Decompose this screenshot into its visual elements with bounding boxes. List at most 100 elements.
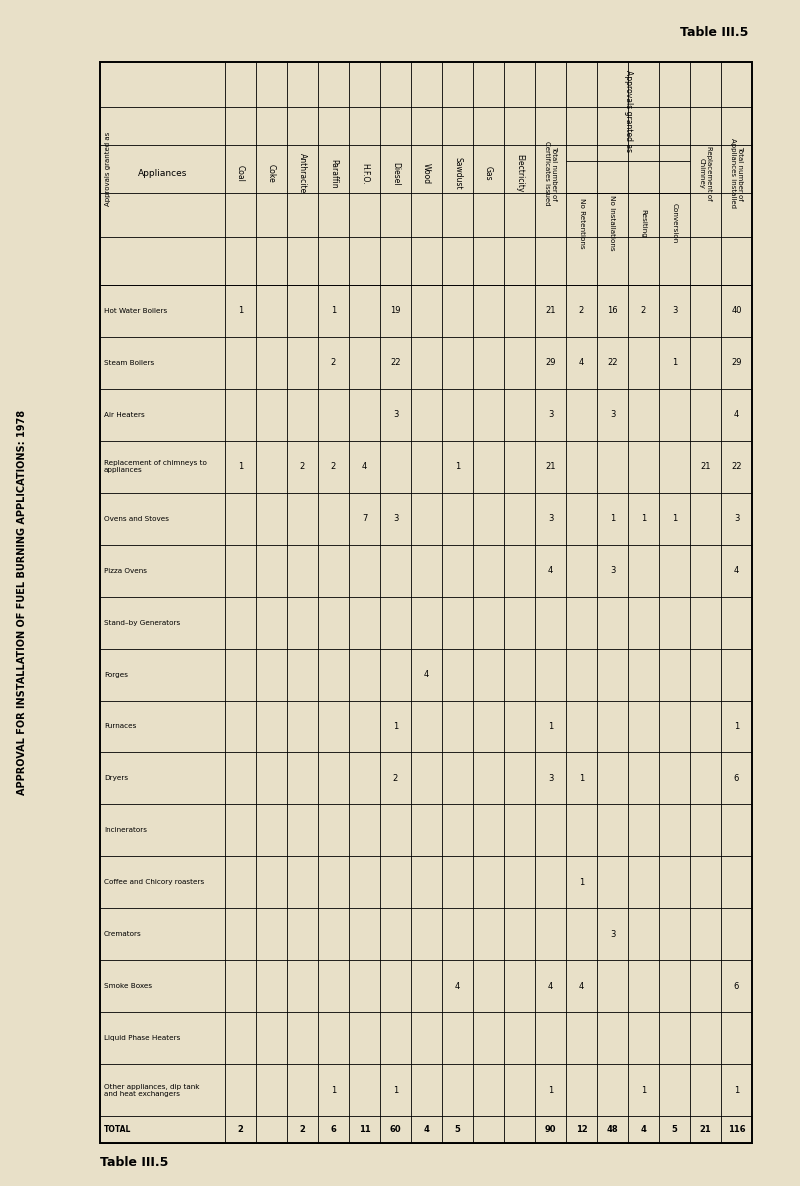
Text: Dryers: Dryers xyxy=(104,776,128,782)
Text: 4: 4 xyxy=(362,463,367,471)
Text: 1: 1 xyxy=(579,878,584,887)
Text: 3: 3 xyxy=(548,410,553,420)
Text: Air Heaters: Air Heaters xyxy=(104,412,145,417)
Text: Coffee and Chicory roasters: Coffee and Chicory roasters xyxy=(104,879,204,885)
Text: Approvals granted as: Approvals granted as xyxy=(623,70,633,153)
Text: Total number of
Appliances installed: Total number of Appliances installed xyxy=(730,139,743,209)
Text: 40: 40 xyxy=(731,306,742,315)
Text: 1: 1 xyxy=(393,1085,398,1095)
Text: Diesel: Diesel xyxy=(391,161,400,185)
Text: 2: 2 xyxy=(579,306,584,315)
Text: 3: 3 xyxy=(610,566,615,575)
Text: 2: 2 xyxy=(299,1126,306,1134)
Text: 22: 22 xyxy=(607,358,618,368)
Text: 4: 4 xyxy=(579,358,584,368)
Text: Appliances: Appliances xyxy=(138,168,187,178)
Text: Steam Boilers: Steam Boilers xyxy=(104,359,154,366)
Text: 5: 5 xyxy=(671,1126,678,1134)
Text: 90: 90 xyxy=(545,1126,556,1134)
Text: 2: 2 xyxy=(331,463,336,471)
Text: Sawdust: Sawdust xyxy=(453,158,462,190)
Text: Wood: Wood xyxy=(422,162,431,184)
Text: 2: 2 xyxy=(393,774,398,783)
Text: 60: 60 xyxy=(390,1126,402,1134)
Text: 1: 1 xyxy=(238,306,243,315)
Text: 29: 29 xyxy=(731,358,742,368)
Text: 4: 4 xyxy=(734,410,739,420)
Text: Replacement of chimneys to
appliances: Replacement of chimneys to appliances xyxy=(104,460,207,473)
Text: Coke: Coke xyxy=(267,164,276,183)
Text: 5: 5 xyxy=(454,1126,461,1134)
Text: 2: 2 xyxy=(300,463,305,471)
Text: Coal: Coal xyxy=(236,165,245,181)
Text: 16: 16 xyxy=(607,306,618,315)
Text: 3: 3 xyxy=(393,410,398,420)
Text: TOTAL: TOTAL xyxy=(104,1126,131,1134)
Text: Cremators: Cremators xyxy=(104,931,142,937)
Text: Total number of
Certificates issued: Total number of Certificates issued xyxy=(544,141,557,205)
Text: 1: 1 xyxy=(579,774,584,783)
Text: Smoke Boxes: Smoke Boxes xyxy=(104,983,152,989)
Text: 4: 4 xyxy=(579,982,584,990)
Text: Anthracite: Anthracite xyxy=(298,153,307,193)
Text: 29: 29 xyxy=(546,358,556,368)
Text: 2: 2 xyxy=(238,1126,243,1134)
Text: 6: 6 xyxy=(734,982,739,990)
Text: APPROVAL FOR INSTALLATION OF FUEL BURNING APPLICATIONS: 1978: APPROVAL FOR INSTALLATION OF FUEL BURNIN… xyxy=(17,409,27,795)
Text: 4: 4 xyxy=(548,566,553,575)
Text: 1: 1 xyxy=(641,1085,646,1095)
Text: 11: 11 xyxy=(358,1126,370,1134)
Text: 116: 116 xyxy=(728,1126,746,1134)
Text: Electricity: Electricity xyxy=(515,154,524,192)
Text: 1: 1 xyxy=(610,515,615,523)
Text: No Installations: No Installations xyxy=(610,196,615,250)
Text: 6: 6 xyxy=(734,774,739,783)
Text: 6: 6 xyxy=(330,1126,337,1134)
Text: Replacement of
Chimney: Replacement of Chimney xyxy=(699,146,712,200)
Text: 3: 3 xyxy=(672,306,677,315)
Text: 4: 4 xyxy=(641,1126,646,1134)
Text: 21: 21 xyxy=(546,463,556,471)
Text: Conversion: Conversion xyxy=(671,203,678,243)
Text: 3: 3 xyxy=(610,410,615,420)
Text: 2: 2 xyxy=(331,358,336,368)
Text: Pizza Ovens: Pizza Ovens xyxy=(104,568,147,574)
Text: 2: 2 xyxy=(641,306,646,315)
Text: 21: 21 xyxy=(700,1126,711,1134)
Text: 21: 21 xyxy=(546,306,556,315)
Text: 4: 4 xyxy=(424,670,429,680)
Text: 1: 1 xyxy=(393,722,398,731)
Text: Gas: Gas xyxy=(484,166,493,180)
Text: Furnaces: Furnaces xyxy=(104,723,136,729)
Text: Other appliances, dip tank
and heat exchangers: Other appliances, dip tank and heat exch… xyxy=(104,1084,199,1097)
Text: 3: 3 xyxy=(734,515,739,523)
Text: Approvals granted as: Approvals granted as xyxy=(105,132,111,206)
Text: Ovens and Stoves: Ovens and Stoves xyxy=(104,516,169,522)
Text: 1: 1 xyxy=(672,358,677,368)
Text: Hot Water Boilers: Hot Water Boilers xyxy=(104,308,167,314)
Text: 3: 3 xyxy=(548,515,553,523)
Text: 3: 3 xyxy=(610,930,615,938)
Text: 1: 1 xyxy=(641,515,646,523)
Text: 7: 7 xyxy=(362,515,367,523)
Text: Liquid Phase Heaters: Liquid Phase Heaters xyxy=(104,1035,180,1041)
Text: 1: 1 xyxy=(331,306,336,315)
Text: Table III.5: Table III.5 xyxy=(100,1156,168,1169)
Text: 1: 1 xyxy=(238,463,243,471)
Text: 1: 1 xyxy=(331,1085,336,1095)
Text: 1: 1 xyxy=(548,1085,553,1095)
Text: Incinerators: Incinerators xyxy=(104,828,147,834)
Text: 1: 1 xyxy=(734,1085,739,1095)
Text: No Retentions: No Retentions xyxy=(578,198,585,248)
Text: Forges: Forges xyxy=(104,671,128,677)
Text: 4: 4 xyxy=(548,982,553,990)
Text: 4: 4 xyxy=(455,982,460,990)
Text: 1: 1 xyxy=(734,722,739,731)
Bar xyxy=(100,62,752,1143)
Text: 4: 4 xyxy=(734,566,739,575)
Text: 1: 1 xyxy=(455,463,460,471)
Text: 3: 3 xyxy=(393,515,398,523)
Text: 3: 3 xyxy=(548,774,553,783)
Text: 21: 21 xyxy=(700,463,710,471)
Text: H.F.O.: H.F.O. xyxy=(360,162,369,184)
